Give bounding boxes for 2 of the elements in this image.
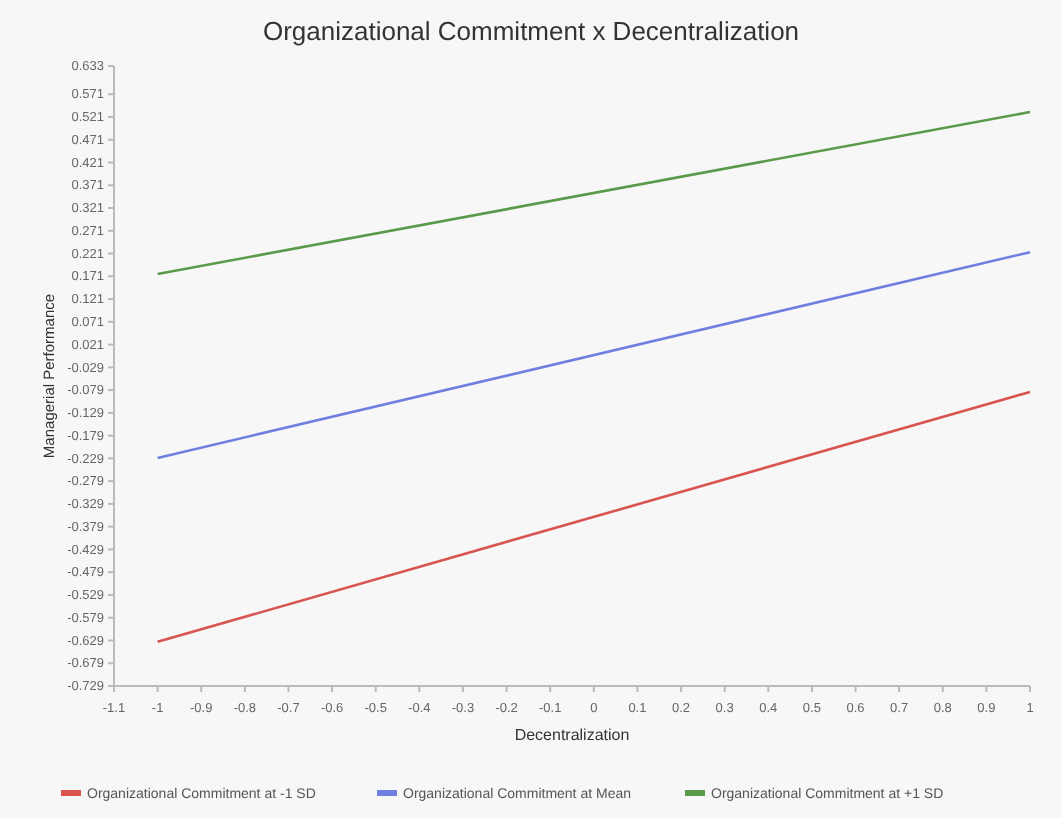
x-axis-title: Decentralization (514, 726, 630, 744)
chart-title: Organizational Commitment x Decentralization (262, 16, 800, 46)
